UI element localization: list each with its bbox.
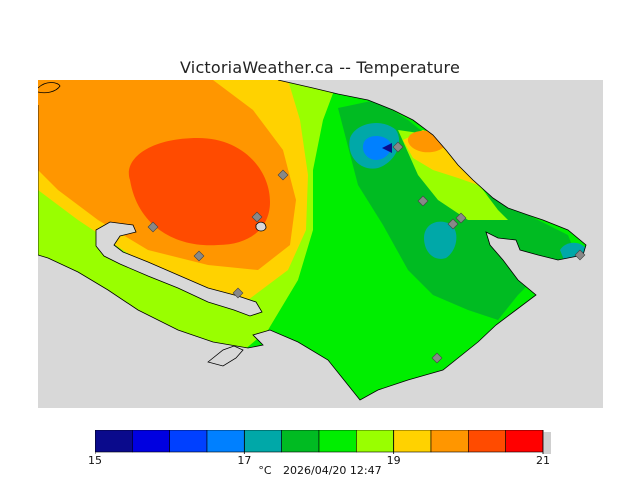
station-marker[interactable] — [417, 195, 429, 207]
temperature-map — [38, 80, 603, 408]
color-scale-tick-label: 21 — [536, 454, 550, 467]
color-scale-swatch — [244, 430, 282, 453]
station-marker[interactable] — [251, 211, 263, 223]
color-scale-swatch — [281, 430, 320, 453]
color-scale-swatch — [468, 430, 506, 453]
island-north — [38, 82, 61, 94]
map-title: VictoriaWeather.ca -- Temperature — [180, 58, 460, 77]
station-marker[interactable] — [455, 212, 467, 224]
color-scale-tick-label: 15 — [88, 454, 102, 467]
station-marker[interactable] — [232, 287, 244, 299]
station-marker[interactable] — [147, 221, 159, 233]
legend-unit: °C — [258, 464, 272, 477]
color-scale-swatch — [505, 430, 544, 453]
station-marker[interactable] — [193, 250, 205, 262]
color-scale-ticks: 15 17 19 21 — [0, 454, 640, 468]
legend-timestamp: 2026/04/20 12:47 — [283, 464, 382, 477]
legend-caption: °C 2026/04/20 12:47 — [0, 464, 640, 477]
weather-stations — [147, 141, 586, 364]
station-marker[interactable] — [277, 169, 289, 181]
color-scale-shadow — [543, 432, 551, 454]
color-scale-swatch — [430, 430, 469, 453]
inlet-water — [95, 221, 263, 317]
coastline — [38, 80, 587, 401]
station-marker[interactable] — [392, 141, 404, 153]
zone-16-5-to-17 — [362, 136, 392, 160]
color-scale-swatch — [95, 430, 133, 453]
station-marker[interactable] — [431, 352, 443, 364]
color-scale-tick-label: 19 — [386, 454, 401, 467]
station-marker[interactable] — [447, 218, 459, 230]
color-scale-swatch — [356, 430, 394, 453]
station-marker[interactable] — [574, 249, 586, 261]
wind-arrow-icon — [382, 143, 392, 153]
color-scale-swatch — [393, 430, 432, 453]
color-scale-swatch — [206, 430, 245, 453]
color-scale-bar — [95, 430, 551, 454]
color-scale-swatch — [169, 430, 208, 453]
color-scale-tick-label: 17 — [237, 454, 252, 467]
zone-20-5-to-21 — [128, 138, 270, 246]
zone-17-to-17-5-central — [424, 221, 457, 259]
arm-water — [207, 345, 244, 367]
color-scale-swatch — [132, 430, 170, 453]
lake-water — [255, 221, 267, 232]
color-scale-swatch — [318, 430, 357, 453]
